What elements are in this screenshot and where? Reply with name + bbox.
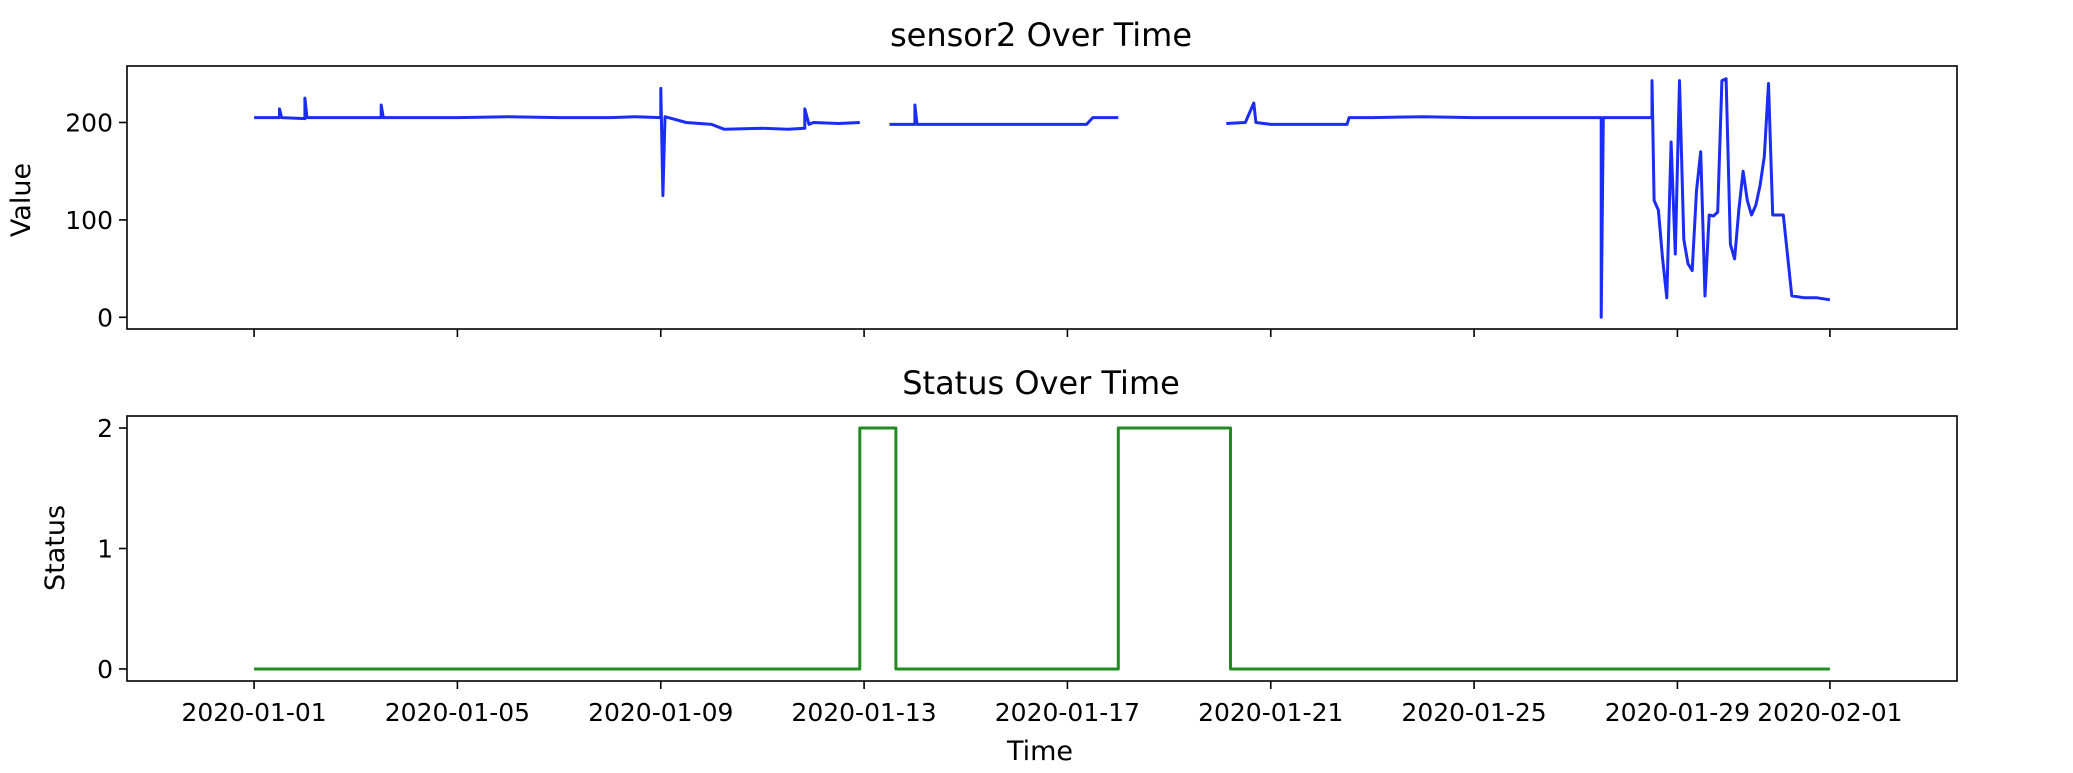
y-tick-label: 0 bbox=[97, 303, 113, 332]
x-tick-label: 2020-01-17 bbox=[995, 698, 1140, 727]
sensor2-series-segment-2 bbox=[1226, 77, 1831, 319]
top-plot-frame bbox=[126, 65, 1958, 330]
x-tick-label: 2020-01-09 bbox=[588, 698, 733, 727]
status-series-segment-0 bbox=[254, 426, 1830, 671]
top-plot-lines bbox=[254, 77, 1831, 319]
top-y-axis-label: Value bbox=[6, 163, 37, 237]
x-tick-label: 2020-01-21 bbox=[1198, 698, 1343, 727]
x-tick-label: 2020-01-01 bbox=[181, 698, 326, 727]
x-tick-label: 2020-02-01 bbox=[1757, 698, 1902, 727]
y-tick-label: 2 bbox=[97, 414, 113, 443]
y-tick-label: 200 bbox=[65, 108, 113, 137]
x-tick-label: 2020-01-29 bbox=[1605, 698, 1750, 727]
bottom-x-axis-label: Time bbox=[1006, 736, 1073, 767]
bottom-plot-lines bbox=[254, 426, 1830, 671]
bottom-chart-title: Status Over Time bbox=[902, 364, 1180, 402]
x-tick-label: 2020-01-05 bbox=[385, 698, 530, 727]
sensor2-series-segment-0 bbox=[254, 86, 860, 198]
top-x-ticks bbox=[253, 329, 1831, 337]
bottom-plot-frame bbox=[126, 415, 1958, 682]
bottom-y-axis-label: Status bbox=[40, 505, 71, 591]
sensor2-series-segment-1 bbox=[889, 103, 1119, 126]
top-chart-title: sensor2 Over Time bbox=[890, 16, 1192, 54]
sensor2-panel: sensor2 Over Time Value 0 100 200 bbox=[6, 16, 1958, 337]
bottom-x-ticks: 2020-01-01 2020-01-05 2020-01-09 2020-01-13… bbox=[181, 681, 1903, 727]
x-tick-label: 2020-01-25 bbox=[1401, 698, 1546, 727]
y-tick-label: 0 bbox=[97, 655, 113, 684]
status-panel: Status Over Time Status 012 2020-01-01 20… bbox=[40, 364, 1958, 767]
bottom-y-ticks: 0 1 2 bbox=[97, 414, 127, 684]
x-tick-label: 2020-01-13 bbox=[791, 698, 936, 727]
y-tick-label: 1 bbox=[97, 535, 113, 564]
top-y-ticks: 0 100 200 bbox=[65, 108, 127, 332]
y-tick-label: 100 bbox=[65, 206, 113, 235]
